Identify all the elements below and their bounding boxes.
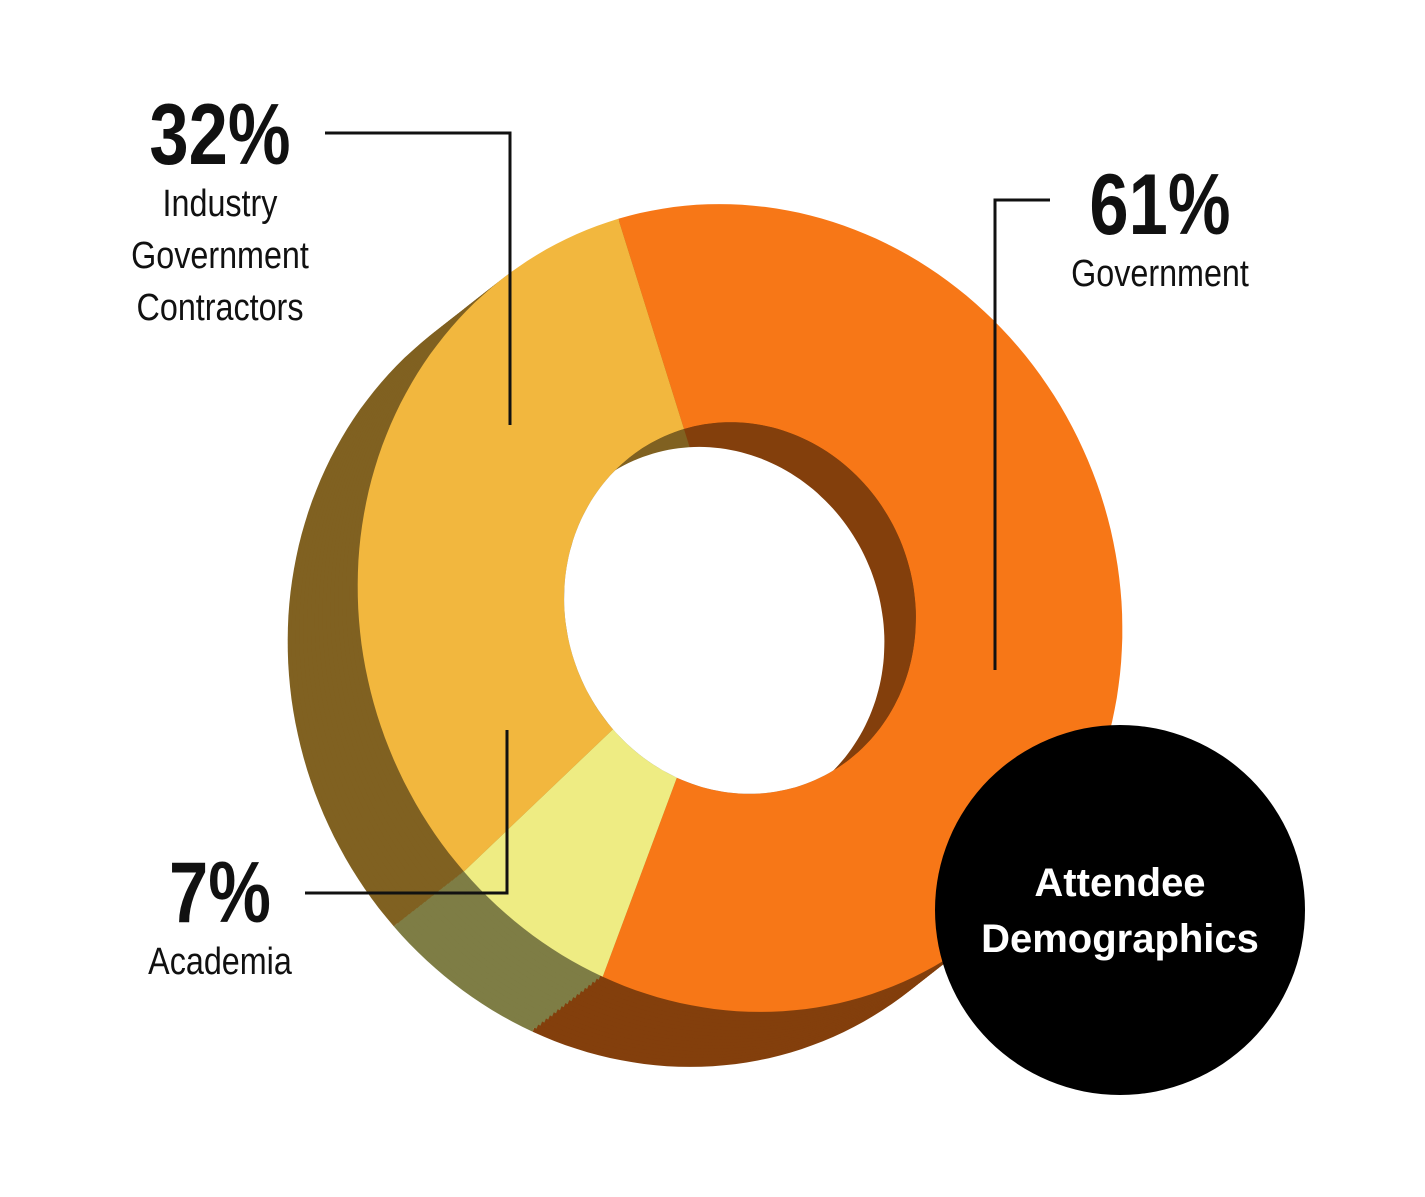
chart-title: Attendee Demographics [981,861,1259,961]
leader-line [993,198,1050,670]
title-badge [935,725,1305,1095]
hole [564,422,916,794]
value-label: 7% [169,845,271,941]
category-label: Industry Government Contractors [131,183,309,329]
label-group: 7% Academia [60,850,380,988]
label-group: 32% Industry Government Contractors [60,92,380,334]
hole-opening [564,446,885,794]
donut-slice [463,729,677,977]
value-label: 61% [1089,157,1231,253]
label-group: 61% Government [1000,162,1320,300]
category-label: Academia [148,941,292,983]
leader-line [325,131,512,425]
donut [287,204,1123,1067]
leader-line [305,730,509,895]
donut-slice [357,218,684,872]
category-label: Government [1071,253,1249,295]
value-label: 32% [149,87,291,183]
